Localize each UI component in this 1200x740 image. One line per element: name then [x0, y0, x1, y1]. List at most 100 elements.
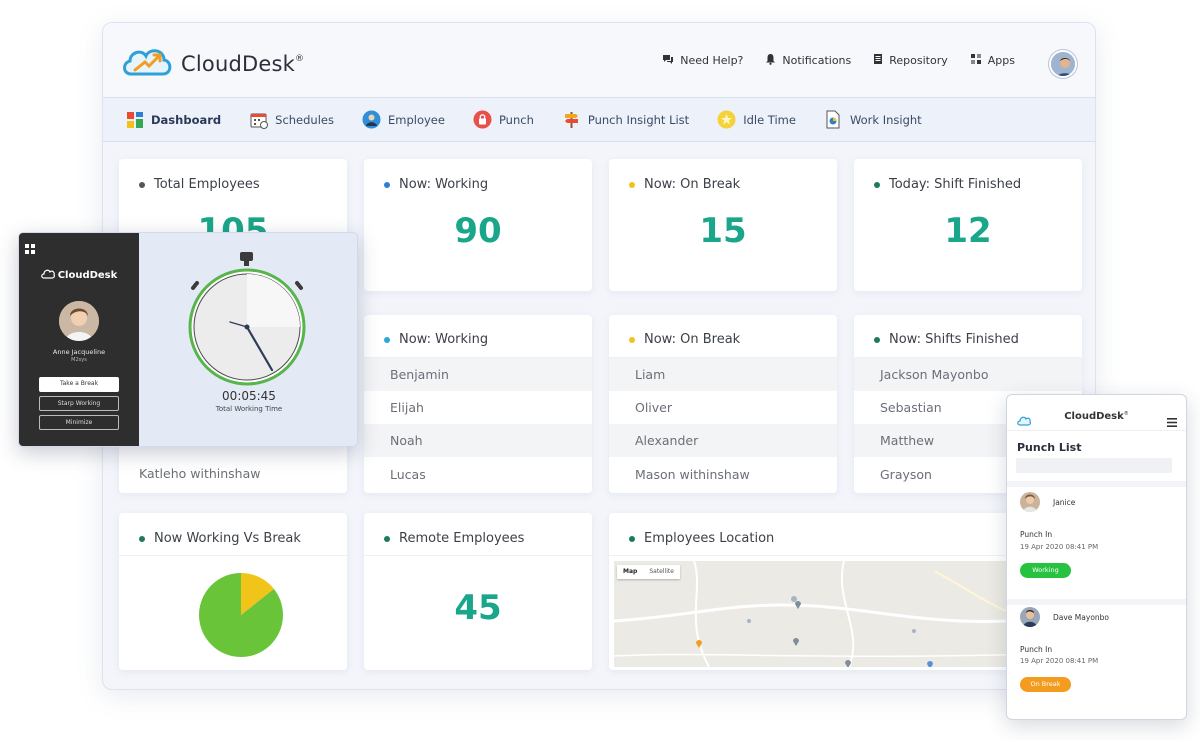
- stat-label: Today: Shift Finished: [889, 177, 1022, 192]
- nav-dashboard[interactable]: Dashboard: [125, 110, 221, 129]
- nav-punch[interactable]: Punch: [473, 110, 534, 129]
- nav-punch-label: Punch: [498, 112, 534, 127]
- tracker-brand: CloudDesk: [19, 269, 139, 282]
- list-item[interactable]: Noah: [364, 424, 592, 457]
- nav-punch-insight-list-label: Punch Insight List: [587, 112, 690, 127]
- menu-grid-icon[interactable]: [25, 239, 35, 258]
- map-tab-satellite[interactable]: Satellite: [649, 568, 674, 575]
- dashboard-icon: [125, 110, 144, 129]
- nav-idle-time-label: Idle Time: [743, 112, 796, 127]
- list-item[interactable]: Grayson: [880, 467, 932, 482]
- stopwatch-icon: [188, 252, 306, 386]
- list-item[interactable]: Sebastian: [880, 400, 942, 415]
- stat-card-shift-finished[interactable]: Today: Shift Finished 12: [854, 159, 1082, 291]
- location-title: Employees Location: [644, 531, 775, 546]
- list-card-now-working: Now: Working Benjamin Elijah Noah Lucas: [364, 315, 592, 493]
- nav-dashboard-label: Dashboard: [151, 112, 222, 127]
- stat-label: Now: Working: [399, 177, 489, 192]
- brand-name: CloudDesk: [181, 52, 295, 76]
- minimize-button[interactable]: Minimize: [39, 415, 119, 430]
- punch-action: Punch In: [1020, 530, 1053, 539]
- list-item[interactable]: Elijah: [390, 400, 424, 415]
- status-badge: On Break: [1020, 677, 1071, 692]
- search-bar[interactable]: [1016, 458, 1172, 473]
- file-icon: [824, 110, 843, 129]
- time-tracker-widget: CloudDesk Anne Jacqueline M2sys Take a B…: [18, 232, 358, 447]
- remote-employees-card[interactable]: Remote Employees 45: [364, 513, 592, 670]
- list-item[interactable]: Benjamin: [364, 358, 592, 391]
- list-item[interactable]: Katleho withinshaw: [139, 466, 261, 481]
- map[interactable]: Map Satellite: [614, 561, 1077, 667]
- status-dot: [874, 181, 880, 188]
- stat-label: Total Employees: [154, 177, 260, 192]
- brand[interactable]: CloudDesk ®: [121, 45, 304, 83]
- stat-card-now-on-break[interactable]: Now: On Break 15: [609, 159, 837, 291]
- list-card-now-on-break: Now: On Break Liam Oliver Alexander Maso…: [609, 315, 837, 493]
- nav-employee-label: Employee: [387, 112, 445, 127]
- grid-icon: [970, 53, 982, 68]
- map-pin-icon[interactable]: [792, 631, 800, 650]
- map-pin-icon[interactable]: [926, 654, 934, 667]
- list-item[interactable]: Oliver: [635, 400, 673, 415]
- stat-label: Now: On Break: [644, 177, 741, 192]
- nav-schedules[interactable]: Schedules: [249, 110, 334, 129]
- status-dot: [139, 181, 145, 188]
- phone-header: CloudDesk ®: [1007, 403, 1186, 431]
- brand-mark: ®: [294, 54, 304, 64]
- avatar: [1020, 607, 1040, 627]
- punch-entry[interactable]: Dave Mayonbo Punch In 19 Apr 2020 08:41 …: [1007, 605, 1186, 715]
- pie-slice-break: [241, 573, 274, 615]
- apps-label: Apps: [987, 54, 1015, 67]
- status-dot: [629, 535, 635, 542]
- main-nav: Dashboard Schedules Employee Punch Punch…: [103, 97, 1095, 142]
- bell-icon: [765, 53, 776, 68]
- apps-link[interactable]: Apps: [970, 53, 1015, 68]
- list-title: Now: On Break: [644, 332, 741, 347]
- list-item[interactable]: Alexander: [609, 424, 837, 457]
- signpost-icon: [562, 110, 581, 129]
- user-avatar[interactable]: [1049, 50, 1077, 78]
- document-icon: [873, 53, 883, 68]
- map-pin-icon[interactable]: [844, 653, 852, 667]
- need-help-link[interactable]: Need Help?: [662, 53, 743, 68]
- divider: [364, 555, 592, 556]
- need-help-label: Need Help?: [680, 54, 744, 67]
- list-separator: [1007, 599, 1186, 605]
- status-dot: [384, 535, 390, 542]
- list-title: Now: Working: [399, 332, 489, 347]
- hamburger-menu-icon[interactable]: [1167, 412, 1177, 431]
- map-tab-map[interactable]: Map: [623, 568, 638, 575]
- mobile-app: CloudDesk ® Punch List Janice Punch In 1…: [1006, 394, 1187, 720]
- map-pin-icon[interactable]: [695, 633, 703, 652]
- tracker-brand-name: CloudDesk: [57, 270, 118, 281]
- repository-link[interactable]: Repository: [873, 53, 948, 68]
- status-dot: [384, 336, 390, 343]
- calendar-icon: [249, 110, 268, 129]
- map-pin-icon[interactable]: [794, 594, 802, 613]
- elapsed-caption: Total Working Time: [215, 405, 283, 413]
- stopwatch-area: 00:05:45 Total Working Time: [139, 233, 357, 446]
- remote-value: 45: [454, 588, 502, 628]
- employee-icon: [362, 110, 381, 129]
- list-item[interactable]: Mason withinshaw: [635, 467, 750, 482]
- working-vs-break-pie: [199, 573, 283, 657]
- list-item[interactable]: Lucas: [390, 467, 426, 482]
- nav-punch-insight-list[interactable]: Punch Insight List: [562, 110, 689, 129]
- tracker-sidebar: CloudDesk Anne Jacqueline M2sys Take a B…: [19, 233, 139, 446]
- stop-working-button[interactable]: Starp Working: [39, 396, 119, 411]
- notifications-link[interactable]: Notifications: [765, 53, 851, 68]
- stat-value: 12: [944, 211, 992, 251]
- list-separator: [1007, 481, 1186, 487]
- nav-schedules-label: Schedules: [275, 112, 334, 127]
- punch-entry[interactable]: Janice Punch In 19 Apr 2020 08:41 PM Wor…: [1007, 487, 1186, 599]
- list-item[interactable]: Jackson Mayonbo: [854, 358, 1082, 391]
- nav-work-insight[interactable]: Work Insight: [824, 110, 922, 129]
- nav-idle-time[interactable]: Idle Time: [717, 110, 796, 129]
- punch-action: Punch In: [1020, 645, 1053, 654]
- map-type-tabs: Map Satellite: [617, 565, 680, 579]
- nav-employee[interactable]: Employee: [362, 110, 445, 129]
- stat-card-now-working[interactable]: Now: Working 90: [364, 159, 592, 291]
- list-item[interactable]: Liam: [609, 358, 837, 391]
- take-break-button[interactable]: Take a Break: [39, 377, 119, 392]
